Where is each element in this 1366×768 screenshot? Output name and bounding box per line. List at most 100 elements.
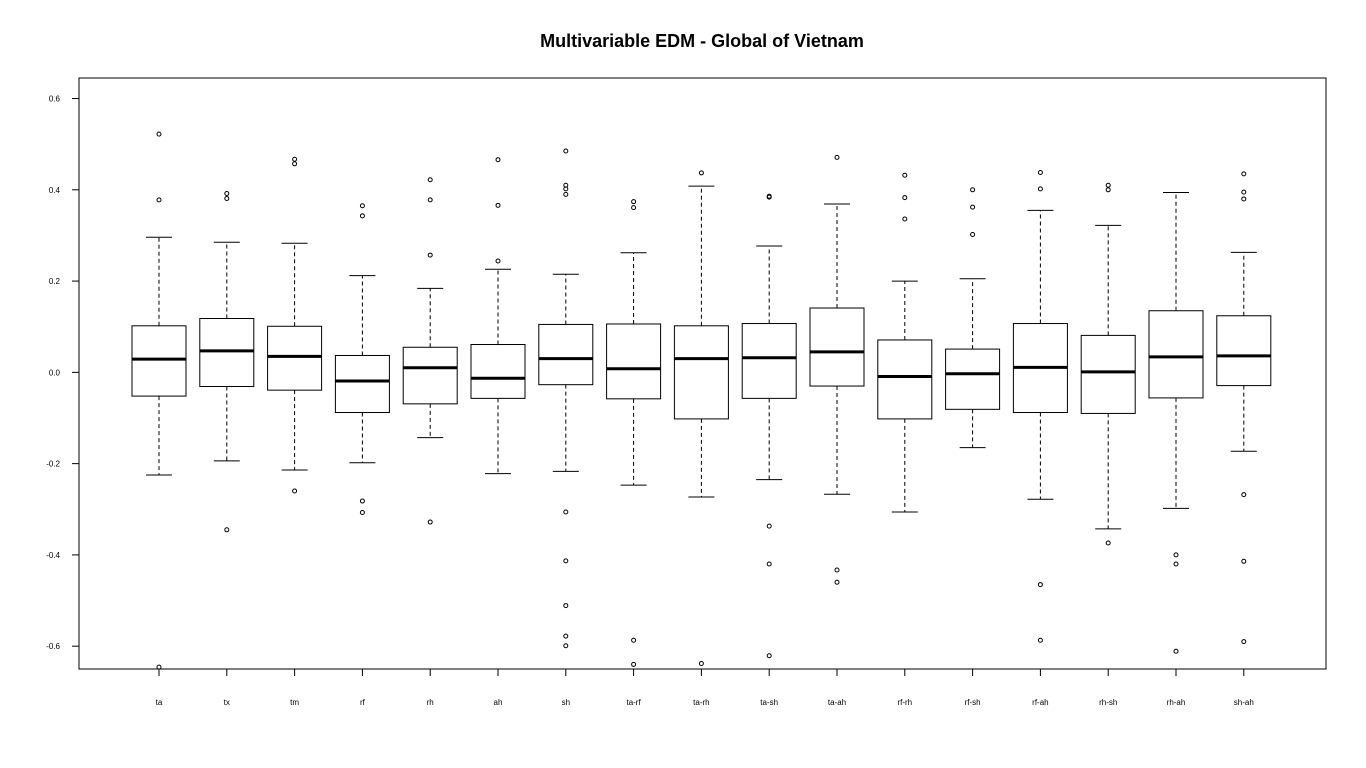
outlier-point [563,191,569,197]
outlier-point [156,664,162,670]
plot-frame [78,77,1327,670]
box-rh-ah [1148,192,1204,654]
box-iqr [334,354,390,414]
outlier-point [563,603,569,609]
y-tick-label: 0.4 [49,186,61,195]
box-iqr [538,323,594,386]
box-rf-ah [1012,169,1068,643]
x-tick-label: tm [290,698,299,707]
outlier-point [902,172,908,178]
outlier-point [766,561,772,567]
x-tick-label: rh-ah [1167,698,1186,707]
outlier-point [292,488,298,494]
outlier-point [970,187,976,193]
y-tick-label: 0.2 [49,277,61,286]
outlier-point [427,177,433,183]
outlier-point [631,661,637,667]
y-axis: -0.6 -0.4 -0.2 0.0 0.2 0.4 0.6 [46,95,79,651]
box-iqr [741,323,797,399]
outlier-point [495,258,501,264]
outlier-point [427,197,433,203]
outlier-point [359,213,365,219]
box-iqr [470,344,526,399]
box-iqr [606,323,662,400]
x-tick-label: rf [360,698,366,707]
outlier-point [563,558,569,564]
box-iqr [199,318,255,388]
outlier-point [766,653,772,659]
x-tick-label: sh-ah [1234,698,1254,707]
box-sh-ah [1216,171,1272,645]
outlier-point [495,202,501,208]
box-rf-sh [945,187,1001,449]
box-iqr [673,325,729,420]
chart-title: Multivariable EDM - Global of Vietnam [540,31,864,51]
outlier-point [698,170,704,176]
outlier-point [1105,187,1111,193]
outlier-point [1241,492,1247,498]
x-tick-label: ta-rh [693,698,709,707]
x-tick-label: ta [156,698,163,707]
outlier-point [970,204,976,210]
outlier-point [563,148,569,154]
x-tick-label: rh [427,698,434,707]
box-iqr [131,325,187,397]
box-sh [538,148,594,649]
y-tick-label: 0.0 [49,368,61,377]
x-tick-label: ta-rf [626,698,641,707]
y-tick-label: -0.6 [46,642,60,651]
outlier-point [834,154,840,160]
x-tick-label: rf-rh [897,698,912,707]
outlier-point [698,661,704,667]
box-iqr [945,348,1001,410]
outlier-point [1037,169,1043,175]
box-iqr [1216,315,1272,387]
x-tick-label: rf-ah [1032,698,1048,707]
y-tick-label: -0.2 [46,460,60,469]
x-tick-label: rf-sh [965,698,981,707]
outlier-point [1037,582,1043,588]
outlier-point [766,523,772,529]
box-ah [470,157,526,475]
outlier-point [1241,558,1247,564]
x-tick-label: rh-sh [1099,698,1117,707]
x-tick-label: tx [224,698,230,707]
box-rh-sh [1080,182,1136,546]
outlier-point [359,203,365,209]
outlier-point [1173,552,1179,558]
box-ta-sh [741,193,797,659]
x-tick-label: sh [562,698,570,707]
outlier-point [902,195,908,201]
outlier-point [902,216,908,222]
box-ta-rf [606,199,662,667]
box-ta-ah [809,154,865,585]
outlier-point [1105,182,1111,188]
x-tick-label: ah [494,698,503,707]
y-tick-label: 0.6 [49,95,61,104]
box-rh [402,177,458,525]
box-ta [131,131,187,670]
boxes-group [131,131,1272,670]
box-tm [267,156,323,494]
outlier-point [427,519,433,525]
outlier-point [1037,637,1043,643]
box-rf-rh [877,172,933,513]
box-iqr [267,325,323,391]
outlier-point [834,567,840,573]
outlier-point [495,157,501,163]
box-tx [199,190,255,533]
outlier-point [1241,189,1247,195]
x-tick-label: ta-ah [828,698,846,707]
outlier-point [156,197,162,203]
outlier-point [427,252,433,258]
outlier-point [1037,186,1043,192]
outlier-point [292,156,298,162]
outlier-point [970,232,976,238]
box-rf [334,203,390,515]
box-iqr [1148,310,1204,399]
outlier-point [359,498,365,504]
outlier-point [224,527,230,533]
outlier-point [834,579,840,585]
box-iqr [809,307,865,387]
